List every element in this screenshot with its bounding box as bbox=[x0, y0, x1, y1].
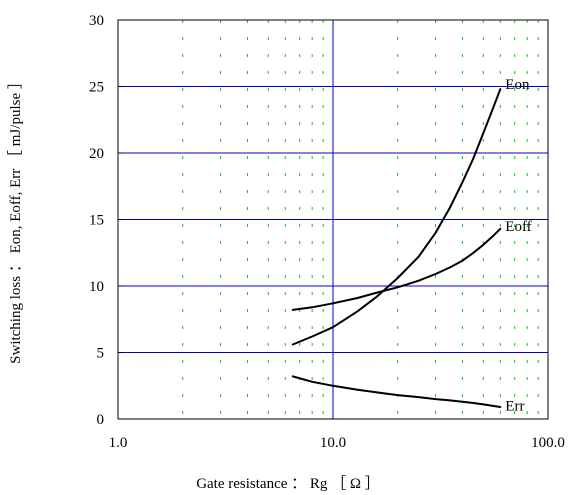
y-axis-title: Switching loss ： Eon, Eoff, Err ［ mJ/pul… bbox=[7, 74, 24, 364]
y-tick-label: 10 bbox=[89, 279, 104, 295]
series-label-eoff: Eoff bbox=[505, 219, 531, 235]
y-tick-labels: 0 5 10 15 20 25 30 bbox=[89, 13, 104, 428]
y-tick-label: 25 bbox=[89, 80, 104, 96]
series-line-eon bbox=[291, 88, 502, 346]
plot-frame bbox=[117, 19, 549, 420]
series-label-eon: Eon bbox=[505, 77, 530, 93]
x-axis-title: Gate resistance ： Rg ［ Ω ］ bbox=[196, 475, 380, 492]
y-tick-label: 15 bbox=[89, 213, 104, 229]
series-lines bbox=[291, 88, 502, 408]
x-tick-labels: 1.0 10.0 100.0 bbox=[109, 435, 565, 451]
y-tick-label: 20 bbox=[89, 146, 104, 162]
series-label-err: Err bbox=[505, 399, 524, 415]
series-line-eoff bbox=[291, 227, 502, 311]
series-labels: Eon Eoff Err bbox=[505, 77, 531, 415]
major-grid bbox=[118, 19, 548, 420]
x-tick-label: 1.0 bbox=[109, 435, 128, 451]
y-tick-label: 30 bbox=[89, 13, 104, 29]
series-line-err bbox=[291, 375, 502, 408]
x-tick-label: 10.0 bbox=[320, 435, 346, 451]
y-tick-label: 5 bbox=[97, 346, 105, 362]
x-tick-label: 100.0 bbox=[531, 435, 565, 451]
y-tick-label: 0 bbox=[97, 412, 105, 428]
